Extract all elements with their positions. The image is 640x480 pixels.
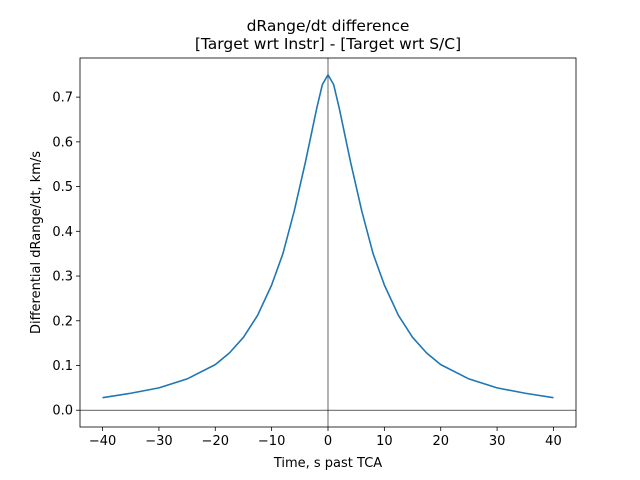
- y-axis-label: Differential dRange/dt, km/s: [29, 151, 44, 334]
- x-tick-label: 30: [489, 434, 506, 449]
- y-axis-ticks: 0.0 0.1 0.2 0.3 0.4 0.5 0.6 0.7: [52, 91, 80, 419]
- y-tick-label: 0.2: [52, 314, 73, 329]
- x-tick-label: −30: [145, 434, 172, 449]
- y-tick-label: 0.1: [52, 359, 73, 374]
- series-line-0: [102, 73, 554, 399]
- x-axis-label: Time, s past TCA: [273, 456, 382, 471]
- x-tick-label: −40: [89, 434, 116, 449]
- y-tick-label: 0.3: [52, 270, 73, 285]
- y-tick-label: 0.6: [52, 135, 73, 150]
- chart-title: dRange/dt difference: [247, 17, 410, 35]
- x-tick-label: 20: [432, 434, 449, 449]
- x-tick-label: −20: [202, 434, 229, 449]
- x-tick-label: −10: [258, 434, 285, 449]
- reference-lines: [80, 58, 576, 427]
- x-axis-ticks: −40 −30 −20 −10 0 10 20 30 40: [89, 427, 562, 449]
- x-tick-label: 10: [376, 434, 393, 449]
- series-layer: [102, 73, 554, 399]
- y-tick-label: 0.7: [52, 91, 73, 106]
- chart-subtitle: [Target wrt Instr] - [Target wrt S/C]: [195, 35, 461, 53]
- y-tick-label: 0.5: [52, 180, 73, 195]
- y-tick-label: 0.4: [52, 225, 73, 240]
- x-tick-label: 40: [545, 434, 562, 449]
- y-tick-label: 0.0: [52, 404, 73, 419]
- x-tick-label: 0: [324, 434, 332, 449]
- plot-area: −40 −30 −20 −10 0 10 20 30 40 0.0 0.1 0.2 0.3 0.4 0.5…: [52, 57, 577, 449]
